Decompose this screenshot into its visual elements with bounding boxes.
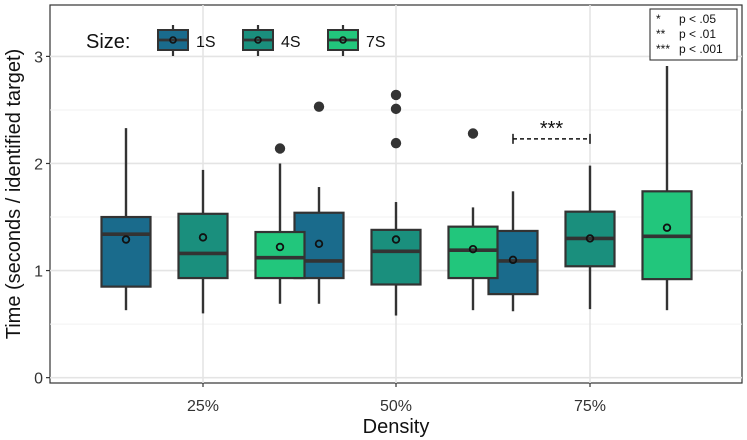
- mean-marker: [508, 255, 518, 265]
- legend-title: Size:: [86, 31, 130, 53]
- y-tick-label: 0: [34, 371, 43, 388]
- legend-label: 1S: [196, 34, 216, 51]
- box-body: [177, 212, 229, 280]
- box-4S-50pct: [370, 89, 422, 316]
- boxes-layer: [100, 66, 693, 316]
- significance-stars: ***: [540, 118, 564, 140]
- box-1S-25pct: [100, 128, 152, 311]
- significance-layer: ***: [512, 118, 591, 144]
- significance-key-stars: **: [656, 27, 666, 41]
- significance-key-text: p < .05: [679, 12, 716, 26]
- y-tick-label: 2: [34, 156, 43, 173]
- legend: Size: 1S 4S 7S: [86, 25, 386, 56]
- x-tick-label: 25%: [187, 398, 219, 415]
- box-7S-25pct: [254, 143, 306, 304]
- x-axis: 25% 50% 75%: [187, 383, 606, 415]
- mean-marker: [662, 223, 672, 232]
- y-tick-label: 3: [34, 49, 43, 66]
- mean-marker: [198, 233, 208, 242]
- y-axis: 0 1 2 3: [34, 49, 50, 388]
- box-body: [254, 230, 306, 280]
- mean-marker: [275, 242, 285, 252]
- box-4S-25pct: [177, 169, 229, 314]
- x-axis-title: Density: [363, 416, 430, 438]
- legend-key-mean: [254, 36, 262, 44]
- mean-marker: [391, 235, 401, 244]
- outlier-point: [313, 101, 325, 112]
- outlier-point: [390, 89, 402, 101]
- mean-marker: [121, 235, 131, 244]
- legend-key-mean: [169, 36, 177, 44]
- mean-marker: [314, 239, 324, 248]
- box-7S-75pct: [641, 66, 693, 311]
- outlier-point: [390, 137, 402, 149]
- significance-key-stars: *: [656, 12, 661, 26]
- legend-label: 4S: [281, 34, 301, 51]
- y-tick-label: 1: [34, 264, 43, 281]
- box-body: [100, 215, 152, 288]
- x-tick-label: 75%: [574, 398, 606, 415]
- box-4S-75pct: [564, 165, 616, 310]
- x-tick-label: 50%: [380, 398, 412, 415]
- box-7S-50pct: [447, 128, 499, 311]
- significance-key-box: [649, 8, 738, 61]
- box-body: [370, 228, 422, 286]
- significance-key-stars: ***: [656, 42, 670, 56]
- outlier-point: [274, 143, 286, 154]
- significance-key-text: p < .001: [679, 42, 723, 56]
- box-1S-50pct: [293, 101, 345, 304]
- y-axis-title: Time (seconds / identified target): [3, 49, 25, 340]
- significance-key-text: p < .01: [679, 27, 716, 41]
- legend-label: 7S: [366, 34, 386, 51]
- outlier-point: [390, 103, 402, 115]
- mean-marker: [468, 244, 478, 254]
- significance-key: * p < .05 ** p < .01 *** p < .001: [649, 8, 738, 61]
- outlier-point: [467, 128, 479, 139]
- legend-key-mean: [339, 36, 347, 44]
- mean-marker: [585, 234, 595, 243]
